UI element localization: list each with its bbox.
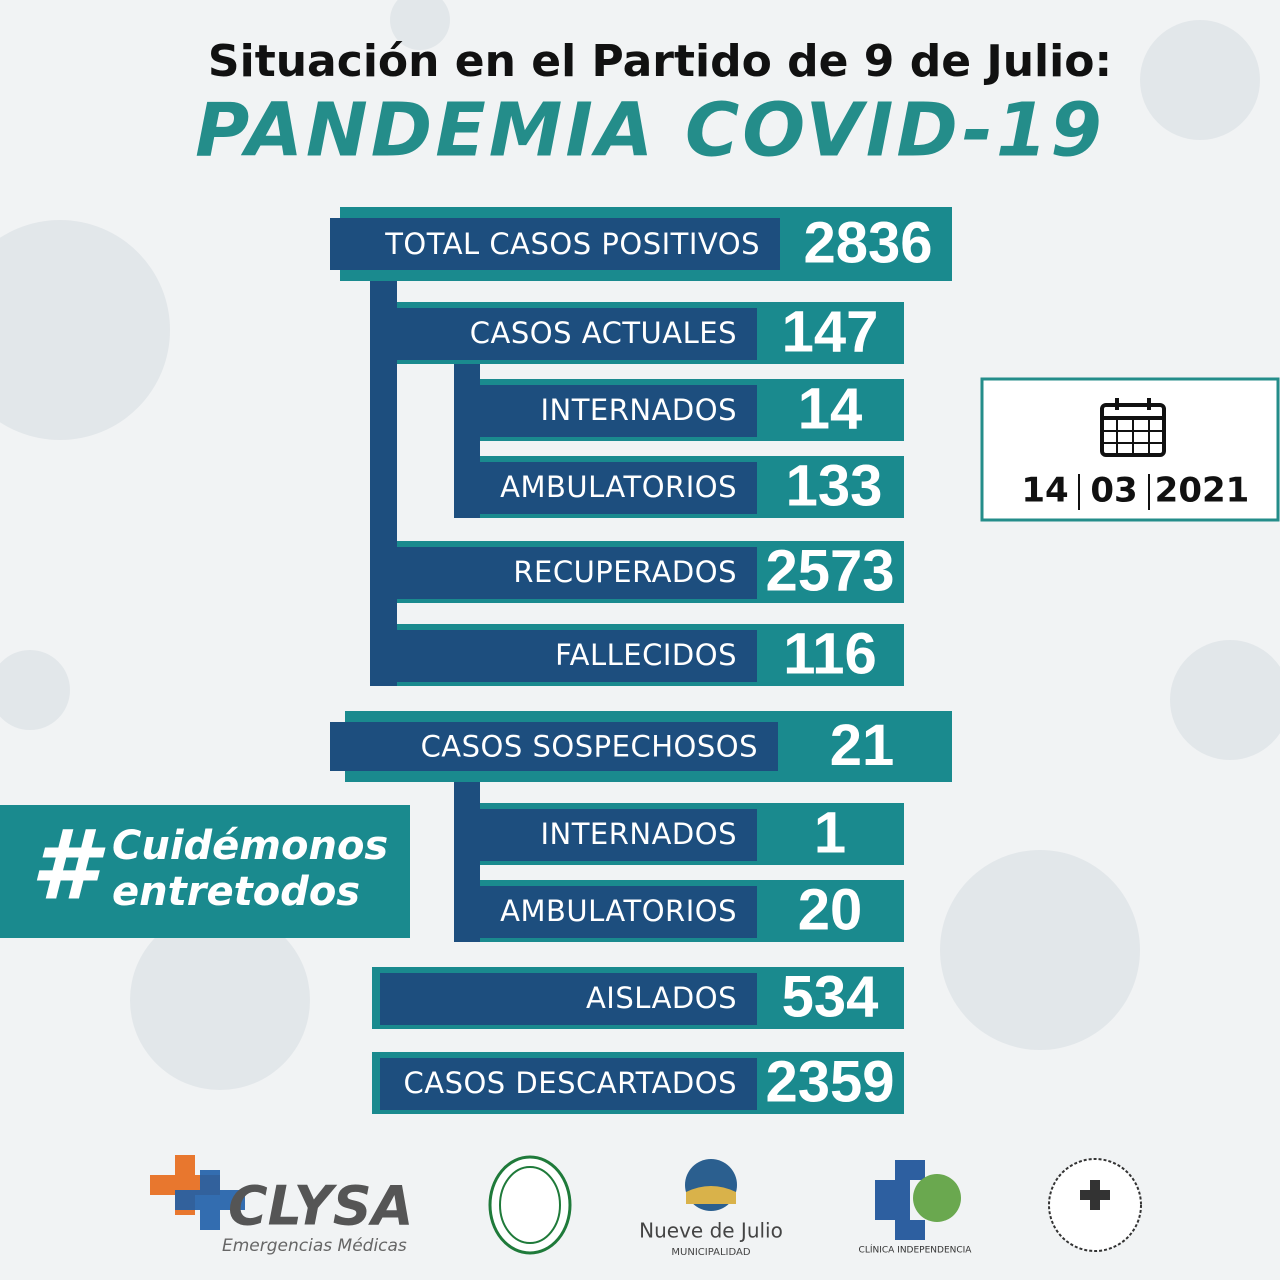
hashtag-line: entretodos [112,869,360,915]
logo-text: CLYSA [228,1175,413,1238]
header-line: Situación en el Partido de 9 de Julio: [208,36,1112,87]
row-label: CASOS ACTUALES [470,316,737,350]
row-label: AMBULATORIOS [500,894,737,928]
date-month: 03 [1090,471,1137,511]
row-label: TOTAL CASOS POSITIVOS [384,227,760,261]
row-value: 1 [814,800,846,865]
row-label: AMBULATORIOS [500,470,737,504]
row-label-box [480,385,757,437]
row-label: INTERNADOS [540,817,737,851]
row-value: 14 [798,376,863,441]
row-value: 534 [782,964,879,1029]
row-value: 147 [782,299,879,364]
hashtag-line: Cuidémonos [112,823,388,869]
virus-decoration [0,0,1280,1090]
row-value: 2359 [765,1049,894,1114]
calendar-icon [1100,398,1166,457]
row-label: RECUPERADOS [513,555,737,589]
header-title: PANDEMIA COVID-19 [195,88,1105,174]
logo-text: CLÍNICA INDEPENDENCIA [859,1244,973,1256]
logos: CLYSA Emergencias Médicas Nueve de Julio… [150,1155,1142,1258]
date-day: 14 [1021,471,1068,511]
logo-text: Nueve de Julio [639,1219,783,1243]
rows: TOTAL CASOS POSITIVOS 2836 CASOS ACTUALES 1… [330,207,952,1114]
row-label-box [330,722,778,771]
date-year: 2021 [1155,471,1250,511]
row-label: CASOS SOSPECHOSOS [421,730,758,764]
row-value: 2573 [765,538,894,603]
row-label: AISLADOS [586,981,737,1015]
row-value: 133 [786,453,883,518]
logo-subtext: MUNICIPALIDAD [671,1247,750,1258]
row-value: 21 [830,713,895,778]
row-label-box [397,547,757,599]
row-value: 20 [798,877,863,942]
row-label-box [380,973,757,1025]
row-label-box [380,1058,757,1110]
row-label: INTERNADOS [540,393,737,427]
date-box: 14 03 2021 [980,377,1280,522]
hashtag-symbol: # [31,809,106,921]
row-label-box [397,630,757,682]
logo-subtext: Emergencias Médicas [222,1236,407,1256]
row-label-box [330,218,780,270]
row-label-box [480,462,757,514]
connectors [370,262,480,942]
row-label-box [397,308,757,360]
row-label-box [480,809,757,861]
row-label-box [480,886,757,938]
row-value: 116 [783,621,877,686]
row-value: 2836 [803,210,932,275]
row-label: FALLECIDOS [555,638,737,672]
hashtag-box: # Cuidémonos entretodos [0,805,410,938]
row-label: CASOS DESCARTADOS [403,1066,737,1100]
